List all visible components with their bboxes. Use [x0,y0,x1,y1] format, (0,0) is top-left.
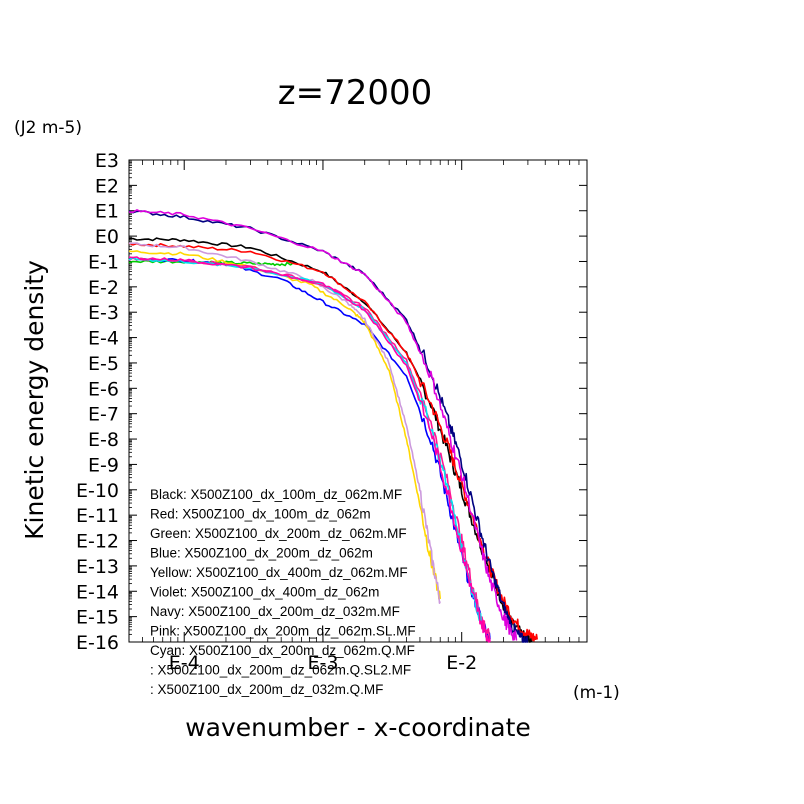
series-line [128,209,518,641]
series-line [128,242,538,642]
legend-entry: Green: X500Z100_dx_200m_dz_062m.MF [150,526,407,541]
y-tick-label: E-8 [88,429,119,451]
legend-entry: Navy: X500Z100_dx_200m_dz_032m.MF [150,604,400,619]
series-line [128,256,491,643]
legend-entry: Red: X500Z100_dx_100m_dz_062m [150,507,371,522]
y-tick-label: E-10 [76,480,119,502]
data-series [128,209,538,643]
y-tick-label: E1 [95,201,119,223]
legend-entry: Blue: X500Z100_dx_200m_dz_062m [150,546,373,561]
legend-entry: : X500Z100_dx_200m_dz_062m.Q.SL2.MF [150,663,411,678]
x-axis-ticks: E-4 E-3 E-2 [142,160,580,674]
y-axis-label: Kinetic energy density [20,260,49,540]
y-tick-label: E-1 [88,251,119,273]
legend: Black: X500Z100_dx_100m_dz_062m.MF Red: X… [150,487,416,697]
y-tick-label: E-7 [88,404,119,426]
y-tick-label: E-2 [88,277,119,299]
legend-entry: Violet: X500Z100_dx_400m_dz_062m [150,585,379,600]
legend-entry: : X500Z100_dx_200m_dz_032m.Q.MF [150,682,383,697]
legend-entry: Black: X500Z100_dx_100m_dz_062m.MF [150,487,402,502]
x-tick-label: E-4 [169,652,200,674]
y-tick-label: E-14 [76,581,119,603]
y-axis-unit: (J2 m-5) [14,118,82,138]
series-line [128,250,441,600]
y-tick-label: E2 [95,175,119,197]
y-tick-label: E-16 [76,632,119,654]
y-tick-label: E0 [95,226,119,248]
chart-title: z=72000 [278,73,433,113]
y-axis-ticks: E3 E2 E1 E0 E-1 E-2 E-3 E-4 E-5 E-6 E-7 E-8 E-9 E-10 E… [76,150,587,654]
y-tick-label: E3 [95,150,119,172]
y-tick-label: E-5 [88,353,119,375]
x-axis-unit: (m-1) [573,683,620,703]
legend-entry: Yellow: X500Z100_dx_400m_dz_062m.MF [150,565,408,580]
x-tick-label: E-3 [307,652,338,674]
y-tick-label: E-13 [76,556,119,578]
x-axis-label: wavenumber - x-coordinate [185,713,531,742]
y-tick-label: E-4 [88,328,119,350]
y-tick-label: E-9 [88,454,119,476]
series-line [128,242,441,605]
y-tick-label: E-3 [88,302,119,324]
y-tick-label: E-11 [76,505,119,527]
y-tick-label: E-15 [76,607,119,629]
x-tick-label: E-2 [446,652,477,674]
legend-entry: Pink: X500Z100_dx_200m_dz_062m.SL.MF [150,624,416,639]
legend-entry: Cyan: X500Z100_dx_200m_dz_062m.Q.MF [150,643,415,658]
y-tick-label: E-6 [88,378,119,400]
y-tick-label: E-12 [76,531,119,553]
plot-frame [128,159,588,643]
